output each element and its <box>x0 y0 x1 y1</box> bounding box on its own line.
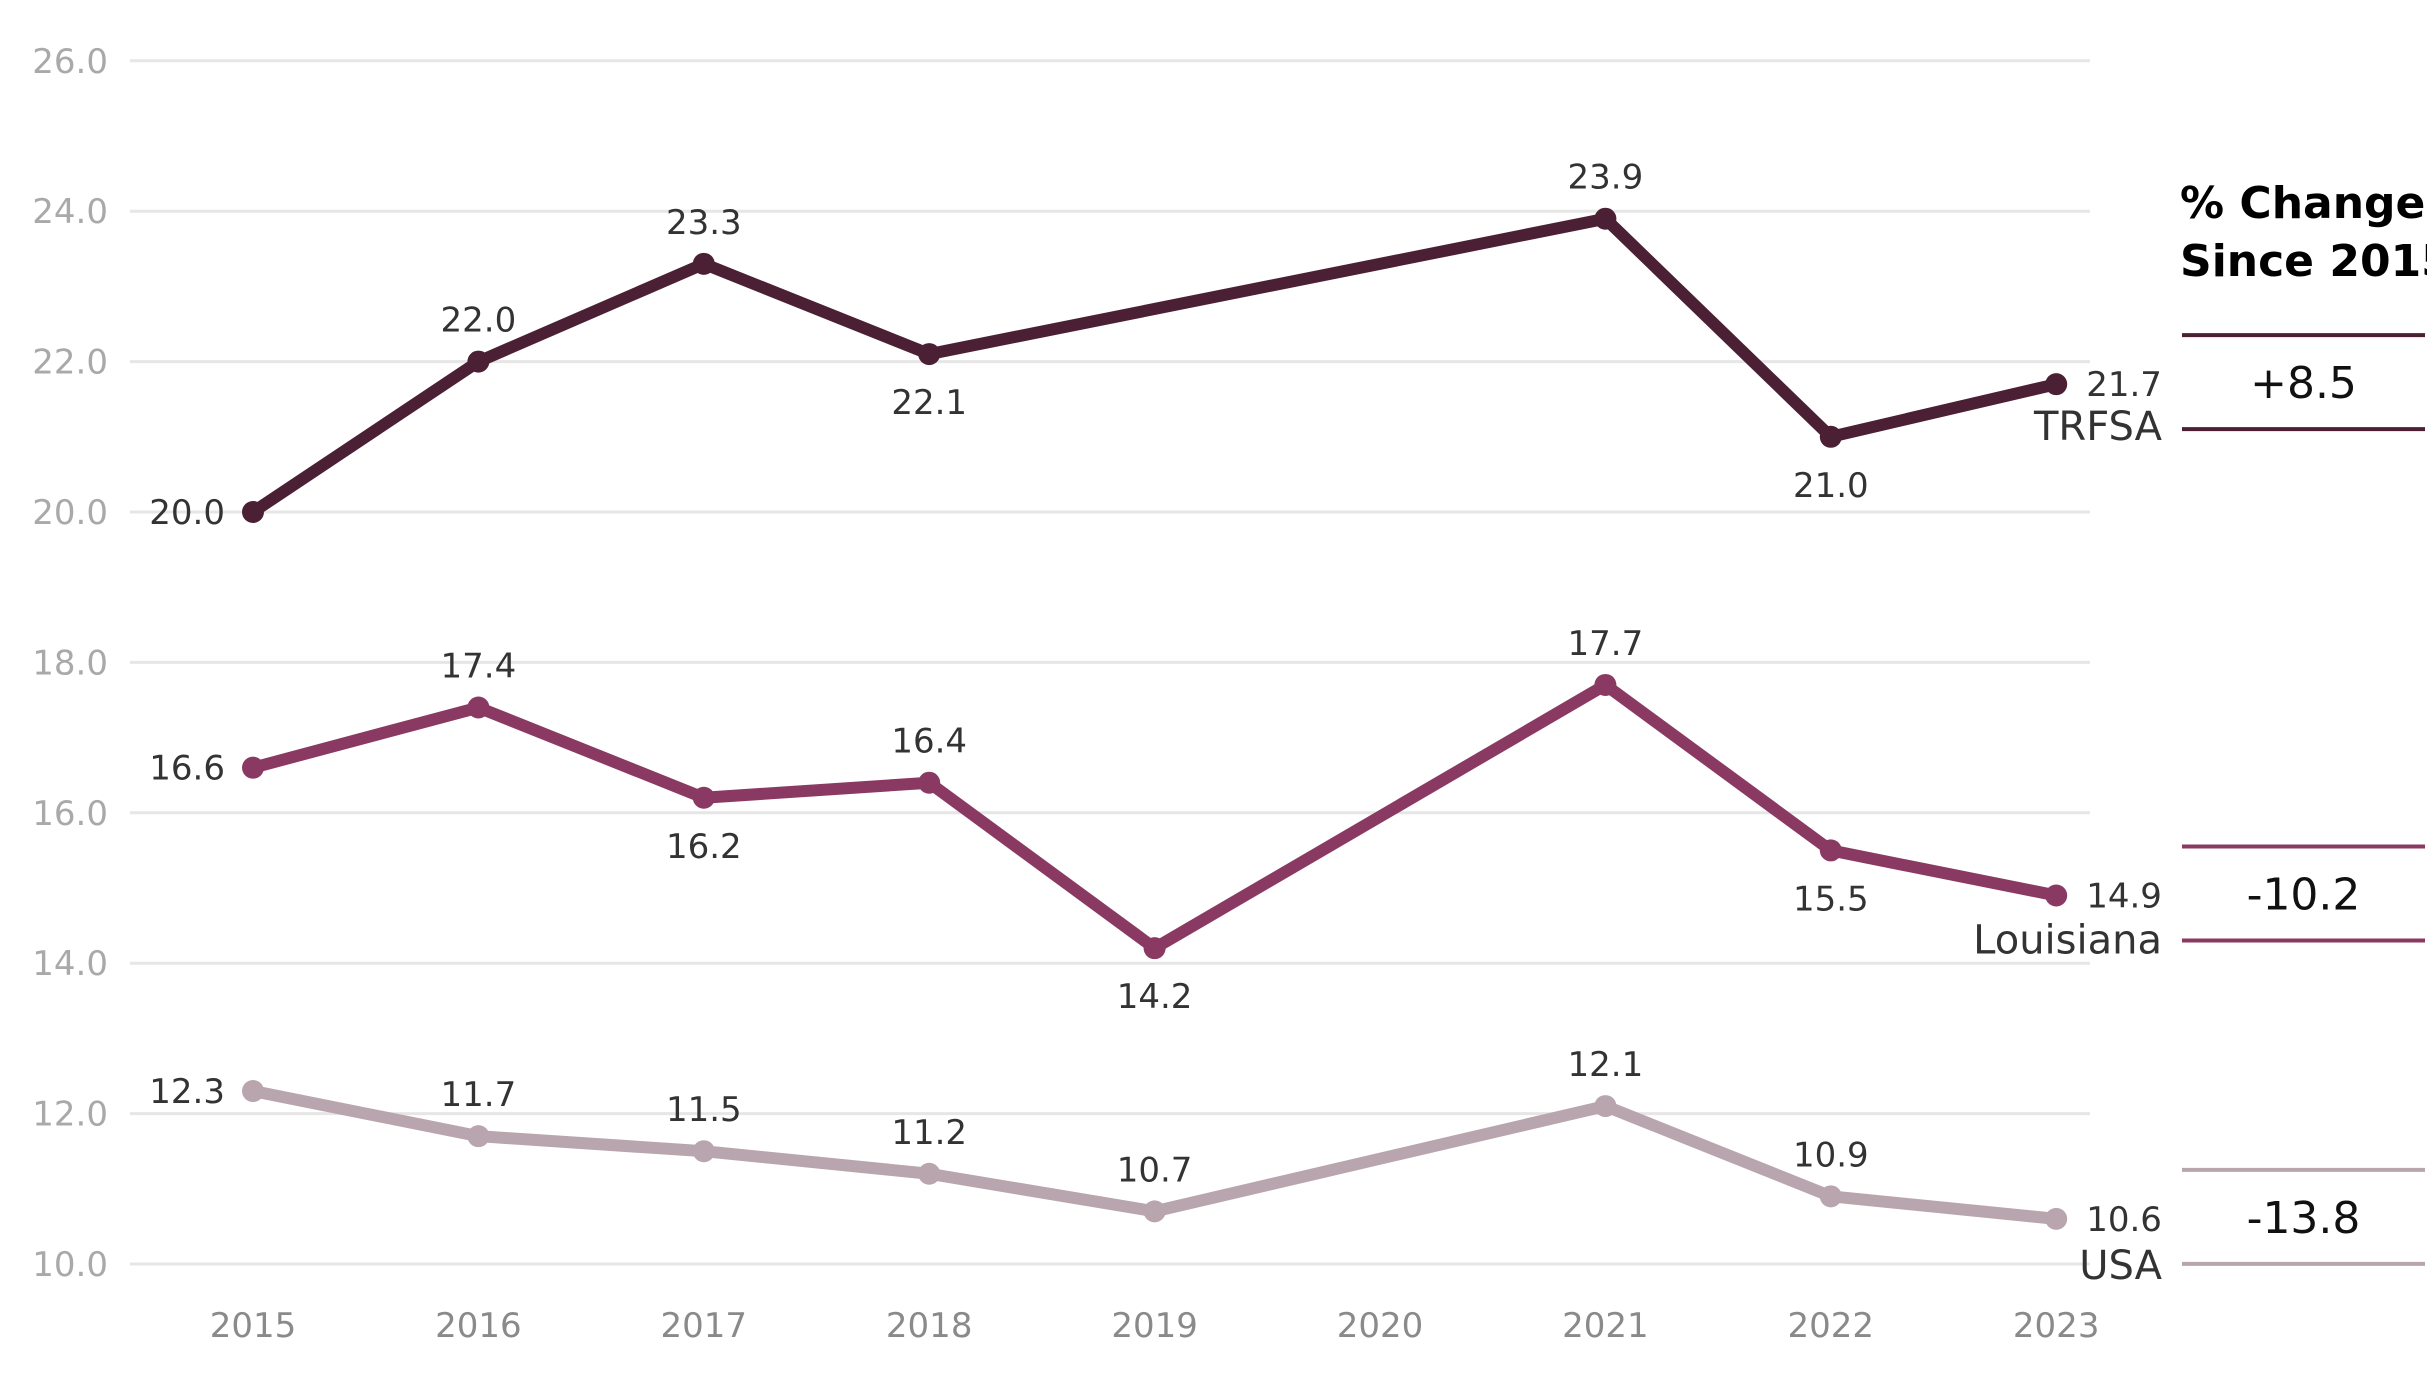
data-point <box>918 1162 941 1185</box>
data-point <box>2045 1207 2068 1230</box>
data-point <box>918 771 941 794</box>
data-label: 21.7 <box>2086 365 2162 405</box>
y-axis-ticks: 10.0 12.0 14.0 16.0 18.0 20.0 22.0 24.0 26.0 <box>32 42 108 1285</box>
data-point <box>2045 373 2068 396</box>
legend-entry-usa: -13.8 <box>2182 1167 2425 1266</box>
data-point <box>1594 207 1617 230</box>
legend-title-line2: Since 2015 <box>2180 236 2427 287</box>
legend-entry-louisiana: -10.2 <box>2182 844 2425 943</box>
data-point <box>1819 425 1842 448</box>
data-label: 14.2 <box>1117 977 1193 1017</box>
gridlines <box>130 59 2090 1266</box>
data-label: 14.9 <box>2086 877 2162 917</box>
y-tick-label: 14.0 <box>32 944 108 984</box>
y-tick-label: 20.0 <box>32 493 108 533</box>
percent-change-value: -10.2 <box>2247 870 2361 921</box>
data-point <box>467 1125 490 1148</box>
data-label: 10.9 <box>1793 1135 1869 1175</box>
data-label: 10.7 <box>1117 1150 1193 1190</box>
data-point <box>1594 1095 1617 1118</box>
y-tick-label: 16.0 <box>32 794 108 834</box>
y-tick-label: 22.0 <box>32 343 108 383</box>
data-point <box>242 756 264 779</box>
data-label: 10.6 <box>2086 1200 2162 1240</box>
series-lines <box>242 207 2068 1230</box>
series-trfsa <box>242 207 2068 523</box>
series-name-label: USA <box>2079 1243 2162 1289</box>
data-label: 11.7 <box>441 1075 517 1115</box>
legend-title-line1: % Change <box>2180 178 2425 229</box>
data-label: 17.7 <box>1568 624 1644 664</box>
y-tick-label: 10.0 <box>32 1245 108 1285</box>
data-point <box>242 1080 264 1103</box>
data-label: 11.2 <box>891 1113 967 1153</box>
data-point <box>1594 673 1617 696</box>
data-point <box>467 350 490 373</box>
y-tick-label: 24.0 <box>32 192 108 232</box>
x-tick-label: 2015 <box>210 1306 297 1346</box>
y-tick-label: 18.0 <box>32 643 108 683</box>
data-label: 16.2 <box>666 827 742 867</box>
change-legend: % Change Since 2015 +8.5 -10.2 -13.8 <box>2180 178 2427 1266</box>
data-point <box>1819 839 1842 862</box>
x-tick-label: 2019 <box>1111 1306 1198 1346</box>
data-label: 12.3 <box>149 1072 225 1112</box>
data-point <box>467 696 490 719</box>
series-name-label: Louisiana <box>1973 918 2162 964</box>
x-tick-label: 2020 <box>1337 1306 1424 1346</box>
series-line <box>247 212 2063 518</box>
series-line <box>247 678 2063 955</box>
y-tick-label: 26.0 <box>32 42 108 82</box>
data-point <box>692 252 715 275</box>
series-line <box>247 1085 2063 1225</box>
data-point <box>1819 1185 1842 1208</box>
legend-entry-trfsa: +8.5 <box>2182 333 2425 432</box>
data-label: 16.4 <box>891 722 967 762</box>
x-tick-label: 2022 <box>1788 1306 1875 1346</box>
data-label: 21.0 <box>1793 466 1869 506</box>
data-label: 15.5 <box>1793 879 1869 919</box>
data-point <box>242 501 264 523</box>
series-name-label: TRFSA <box>2033 404 2163 450</box>
data-label: 12.1 <box>1568 1045 1644 1085</box>
x-axis-ticks: 2015 2016 2017 2018 2019 2020 2021 2022 2023 <box>210 1306 2100 1346</box>
data-point <box>692 786 715 809</box>
data-label: 22.1 <box>891 383 967 423</box>
data-point <box>2045 884 2068 907</box>
data-label: 20.0 <box>149 493 225 533</box>
series-louisiana <box>242 673 2068 960</box>
data-label: 23.9 <box>1568 158 1644 198</box>
data-point <box>692 1140 715 1163</box>
x-tick-label: 2016 <box>435 1306 522 1346</box>
percent-change-value: +8.5 <box>2250 358 2357 409</box>
x-tick-label: 2023 <box>2013 1306 2100 1346</box>
data-label: 17.4 <box>441 647 517 687</box>
data-label: 22.0 <box>441 301 517 341</box>
x-tick-label: 2021 <box>1562 1306 1649 1346</box>
data-point <box>918 343 941 366</box>
x-tick-label: 2017 <box>661 1306 748 1346</box>
data-label: 16.6 <box>149 749 225 789</box>
data-point <box>1143 1200 1166 1223</box>
data-point <box>1143 937 1166 960</box>
x-tick-label: 2018 <box>886 1306 973 1346</box>
data-label: 11.5 <box>666 1090 742 1130</box>
series-usa <box>242 1080 2068 1230</box>
percent-change-value: -13.8 <box>2247 1193 2361 1244</box>
y-tick-label: 12.0 <box>32 1095 108 1135</box>
data-label: 23.3 <box>666 203 742 243</box>
